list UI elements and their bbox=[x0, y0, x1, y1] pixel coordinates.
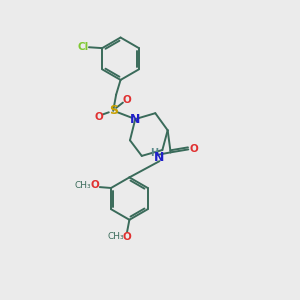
Text: N: N bbox=[154, 151, 165, 164]
Text: O: O bbox=[123, 232, 131, 242]
Text: CH₃: CH₃ bbox=[74, 181, 91, 190]
Text: H: H bbox=[150, 148, 158, 158]
Text: O: O bbox=[90, 180, 99, 190]
Text: O: O bbox=[122, 94, 131, 105]
Text: Cl: Cl bbox=[77, 42, 89, 52]
Text: CH₃: CH₃ bbox=[108, 232, 124, 241]
Text: S: S bbox=[109, 104, 118, 117]
Text: N: N bbox=[130, 112, 140, 126]
Text: O: O bbox=[189, 144, 198, 154]
Text: O: O bbox=[94, 112, 103, 122]
